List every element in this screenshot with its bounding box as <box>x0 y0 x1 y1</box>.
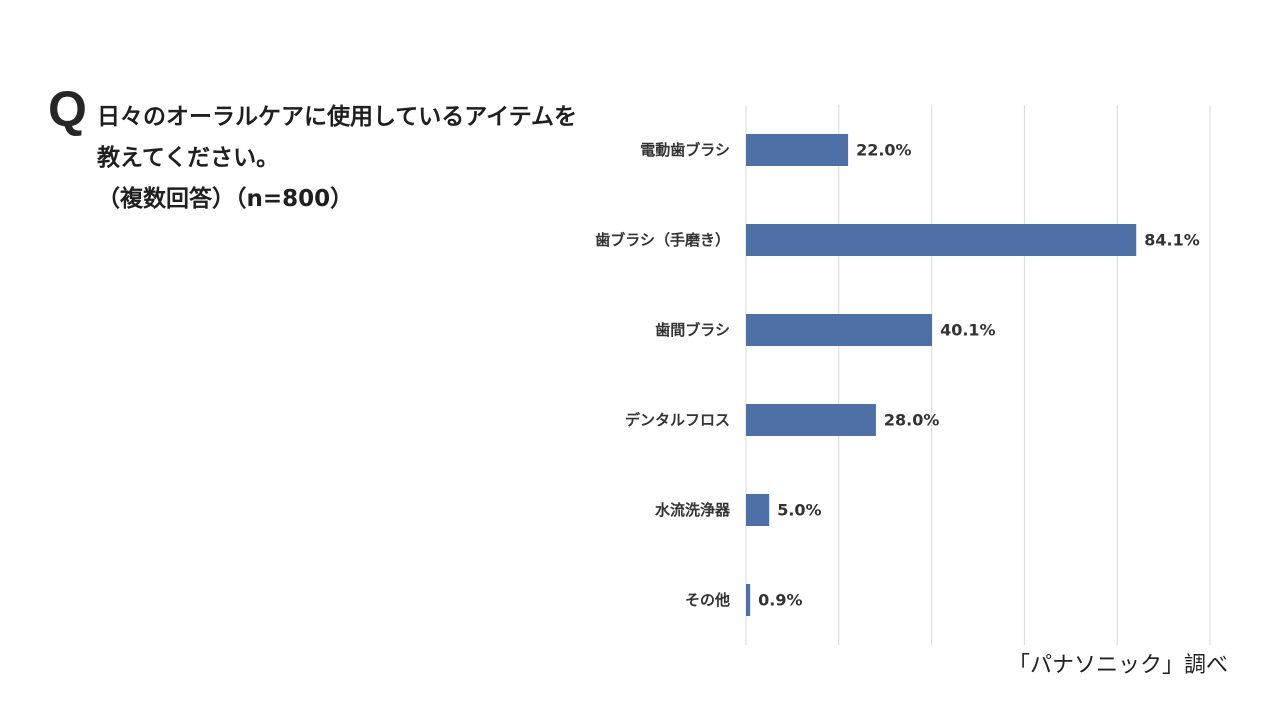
value-label: 0.9% <box>758 591 802 610</box>
value-label: 40.1% <box>940 321 996 340</box>
category-label: 歯間ブラシ <box>655 321 730 339</box>
question-text: 日々のオーラルケアに使用しているアイテムを 教えてください。 （複数回答）（n=… <box>97 97 637 220</box>
value-label: 5.0% <box>777 501 821 520</box>
bar <box>746 134 849 166</box>
value-label: 22.0% <box>856 141 912 160</box>
bar <box>746 314 933 346</box>
bar <box>746 224 1137 256</box>
question-line: 教えてください。 <box>97 145 280 171</box>
question-line: （複数回答）（n=800） <box>97 186 354 212</box>
category-label: 水流洗浄器 <box>655 501 731 519</box>
category-label: 電動歯ブラシ <box>640 141 730 159</box>
value-label: 84.1% <box>1144 231 1200 250</box>
question-line: 日々のオーラルケアに使用しているアイテムを <box>97 104 578 130</box>
bar <box>746 404 876 436</box>
category-label: 歯ブラシ（手磨き） <box>595 231 730 249</box>
category-label: その他 <box>685 591 730 609</box>
value-label: 28.0% <box>884 411 940 430</box>
question-mark-label: Q <box>48 81 87 137</box>
bar <box>746 494 770 526</box>
category-label: デンタルフロス <box>625 411 730 429</box>
bar <box>746 584 751 616</box>
source-note: 「パナソニック」調べ <box>1007 653 1228 678</box>
